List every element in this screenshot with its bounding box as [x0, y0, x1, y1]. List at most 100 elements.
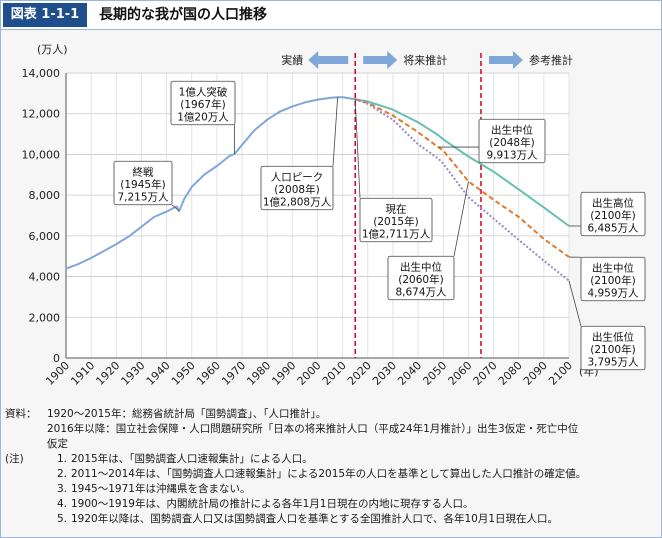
figure-title: 長期的な我が国の人口推移: [99, 7, 267, 23]
y-tick-label: 10,000: [22, 148, 61, 161]
annotation-box: [113, 160, 173, 206]
annotation-text: 1億人突破: [179, 85, 228, 98]
x-tick-label: 2040: [395, 359, 424, 388]
series-line-actual: [65, 96, 356, 270]
figure-tag: 図表 1-1-1: [3, 3, 87, 27]
annotation-callout: 終戦(1945年)7,215万人: [113, 160, 180, 212]
annotation-pointer: [453, 181, 469, 257]
y-unit-label: (万人): [37, 43, 68, 56]
annotation-callout: 人口ピーク(2008年)1億2,808万人: [260, 97, 339, 211]
x-tick-label: 2050: [420, 359, 449, 388]
x-tick-label: 1970: [219, 359, 248, 388]
annotation-text: 出生中位: [592, 261, 634, 274]
annotation-text: (2100年): [590, 209, 635, 222]
annotation-box: [260, 165, 334, 211]
arrow-left-icon: [308, 51, 349, 69]
source-row: 資料： 1920～2015年：総務省統計局「国勢調査」、「人口推計」。: [5, 407, 657, 422]
x-tick-label: 2010: [320, 359, 349, 388]
annotation-text: (2008年): [274, 183, 319, 196]
annotation-box: [387, 255, 455, 301]
period-label: 将来推計: [403, 53, 447, 67]
note-text: 1900～1919年は、内閣統計局の推計による各年1月1日現在の内地に現存する人…: [71, 498, 474, 510]
note-item: 4. 1900～1919年は、内閣統計局の推計による各年1月1日現在の内地に現存…: [5, 497, 657, 512]
x-tick-label: 2020: [345, 359, 374, 388]
x-tick-label: 1920: [93, 359, 122, 388]
annotation-box: [478, 118, 546, 164]
source-line: 仮定: [47, 438, 68, 450]
annotation-text: (2060年): [398, 273, 443, 286]
series-line-low: [354, 98, 570, 282]
annotation-text: 7,215万人: [117, 191, 169, 203]
annotation-text: (2048年): [489, 136, 534, 149]
annotation-box: [170, 80, 236, 126]
annotation-box: [580, 191, 646, 237]
y-tick-label: 2,000: [29, 311, 61, 324]
y-tick-label: 12,000: [22, 108, 61, 121]
annotation-text: 6,485万人: [587, 222, 639, 234]
y-tick-label: 0: [53, 352, 60, 365]
arrow-right-icon: [488, 51, 523, 69]
note-text: 1920年以降は、国勢調査人口又は国勢調査人口を基準とする全国推計人口で、各年1…: [71, 513, 559, 525]
annotation-box: [359, 197, 433, 243]
annotation-text: 出生中位: [400, 260, 442, 273]
annotation-text: 人口ピーク: [271, 171, 324, 183]
annotation-box: [580, 325, 646, 371]
x-tick-label: 1930: [119, 359, 148, 388]
annotation-text: 出生低位: [592, 330, 634, 343]
x-tick-label: 2100: [546, 359, 575, 388]
note-num: 4.: [56, 498, 67, 510]
y-tick-label: 14,000: [22, 67, 61, 80]
note-num: 2.: [56, 468, 67, 480]
note-text: 1945～1971年は沖縄県を含まない。: [71, 483, 251, 495]
x-tick-label: 1940: [144, 359, 173, 388]
annotation-box: [580, 256, 646, 302]
annotation-text: 4,959万人: [587, 287, 639, 299]
note-item: 2. 2011～2014年は、「国勢調査人口速報集計」による2015年の人口を基…: [5, 467, 657, 482]
x-tick-label: 1900: [43, 359, 72, 388]
annotation-pointer: [171, 204, 180, 212]
annotation-text: 1億2,711万人: [362, 227, 431, 240]
annotation-text: (2100年): [590, 343, 635, 356]
annotation-text: 3,795万人: [587, 356, 639, 368]
x-tick-label: 1990: [269, 359, 298, 388]
annotation-callout: 出生中位(2100年)4,959万人: [568, 256, 646, 302]
annotation-text: 現在: [386, 203, 407, 215]
note-text: 2015年は、「国勢調査人口速報集計」による人口。: [71, 453, 313, 465]
notes-section: 資料： 1920～2015年：総務省統計局「国勢調査」、「人口推計」。 2016…: [5, 407, 657, 527]
x-tick-label: 2060: [446, 359, 475, 388]
chart-area: 0 2,000 4,000 6,000 8,000 10,000 12,000 14,000 1…: [1, 31, 661, 403]
annotation-text: (1945年): [120, 178, 165, 191]
annotation-pointer: [332, 97, 339, 167]
annotation-text: 終戦: [133, 165, 154, 178]
annotation-text: 出生中位: [491, 123, 533, 136]
x-tick-label: 2070: [471, 359, 500, 388]
x-tick-label: 2030: [370, 359, 399, 388]
period-label: 実績: [281, 53, 303, 67]
annotation-pointer: [568, 280, 582, 327]
note-item: 3. 1945～1971年は沖縄県を含まない。: [5, 482, 657, 497]
x-tick-label: 1960: [194, 359, 223, 388]
source-line: 2016年以降：国立社会保障・人口問題研究所「日本の将来推計人口（平成24年1月…: [47, 423, 579, 435]
annotation-callout: 出生中位(2048年)9,913万人: [438, 118, 546, 164]
note-num: 3.: [56, 483, 67, 495]
y-tick-label: 6,000: [29, 230, 61, 243]
annotation-text: (1967年): [180, 98, 225, 111]
period-label: 参考推計: [529, 53, 573, 67]
source-line: 1920～2015年：総務省統計局「国勢調査」、「人口推計」。: [47, 408, 327, 420]
x-tick-label: 2090: [521, 359, 550, 388]
x-tick-label: 2000: [295, 359, 324, 388]
x-tick-label: 1950: [169, 359, 198, 388]
annotation-callout: 出生中位(2060年)8,674万人: [387, 181, 469, 301]
series-line-high: [355, 98, 570, 227]
annotation-text: 9,913万人: [486, 149, 538, 161]
note-item: 5. 1920年以降は、国勢調査人口又は国勢調査人口を基準とする全国推計人口で、…: [5, 512, 657, 527]
annotation-callout: 現在(2015年)1億2,711万人: [354, 99, 433, 243]
annotation-text: 1億20万人: [177, 110, 229, 123]
annotation-text: (2100年): [590, 274, 635, 287]
annotation-text: 出生高位: [592, 196, 634, 209]
annotation-pointer: [354, 99, 361, 199]
note-key: (注): [5, 453, 24, 465]
annotation-text: (2015年): [373, 215, 418, 228]
note-num: 1.: [56, 453, 67, 465]
